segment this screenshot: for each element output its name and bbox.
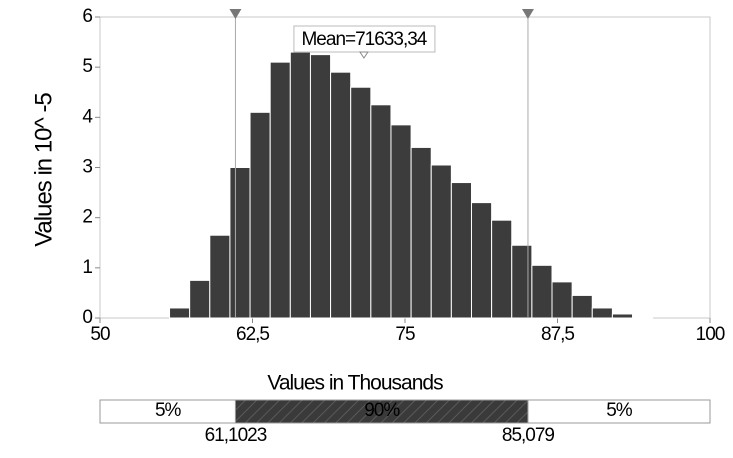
bar bbox=[209, 234, 231, 319]
delimiter-marker bbox=[229, 9, 242, 19]
bar bbox=[169, 307, 191, 319]
y-tick-label: 6 bbox=[82, 6, 92, 27]
delimiter-label: 85,079 bbox=[502, 425, 555, 446]
percentage-label: 5% bbox=[606, 400, 633, 421]
bar bbox=[591, 307, 613, 319]
y-tick-label: 2 bbox=[82, 207, 92, 228]
bar bbox=[470, 202, 493, 319]
bar bbox=[229, 167, 251, 319]
x-tick-label: 87,5 bbox=[541, 324, 574, 345]
bar bbox=[571, 294, 593, 319]
bar bbox=[269, 61, 291, 319]
x-tick-label: 75 bbox=[395, 324, 415, 345]
x-tick-label: 100 bbox=[696, 324, 725, 345]
y-tick-label: 4 bbox=[82, 106, 93, 127]
bar bbox=[350, 86, 372, 319]
x-tick-label: 62,5 bbox=[236, 324, 269, 345]
mean-label: Mean=71633,34 bbox=[301, 29, 427, 50]
x-axis-label: Values in Thousands bbox=[267, 372, 443, 395]
bar bbox=[390, 124, 412, 319]
bar bbox=[289, 51, 311, 319]
bar bbox=[249, 111, 271, 319]
bar bbox=[189, 279, 211, 319]
percentage-label: 90% bbox=[364, 400, 400, 421]
bar bbox=[430, 164, 452, 319]
mean-marker bbox=[358, 51, 369, 59]
bar bbox=[632, 316, 654, 319]
percentage-label: 5% bbox=[155, 400, 182, 421]
bar bbox=[491, 219, 513, 319]
percentage-segment bbox=[527, 399, 711, 424]
bar bbox=[611, 313, 634, 319]
bar bbox=[370, 104, 392, 319]
bar bbox=[410, 146, 432, 319]
y-tick-label: 1 bbox=[82, 257, 92, 278]
bar bbox=[531, 264, 553, 319]
delimiter-marker bbox=[521, 9, 534, 19]
y-tick-label: 0 bbox=[82, 307, 92, 328]
bar bbox=[551, 281, 573, 319]
y-tick-label: 5 bbox=[82, 56, 92, 77]
y-axis-label: Values in 10^ -5 bbox=[30, 93, 57, 247]
bar bbox=[450, 182, 472, 319]
bar bbox=[309, 54, 332, 319]
bar bbox=[511, 244, 533, 319]
y-tick-label: 3 bbox=[82, 157, 92, 178]
delimiter-label: 61,1023 bbox=[205, 425, 267, 446]
bar bbox=[330, 71, 352, 319]
x-tick-label: 50 bbox=[90, 324, 110, 345]
